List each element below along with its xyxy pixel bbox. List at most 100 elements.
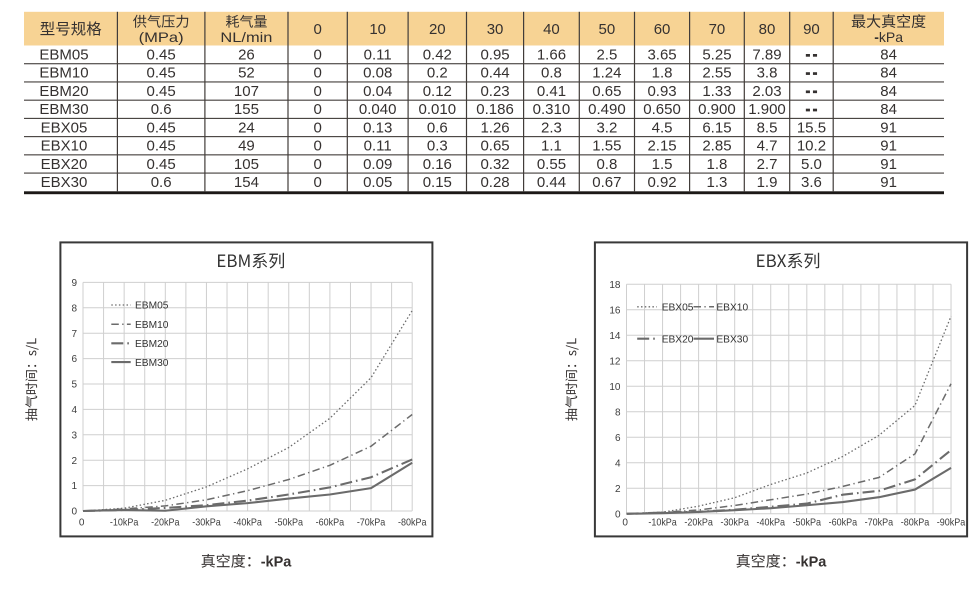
svg-text:0.08: 0.08	[363, 65, 392, 82]
svg-text:0.13: 0.13	[363, 119, 392, 136]
svg-text:0.45: 0.45	[147, 156, 176, 173]
svg-text:1.66: 1.66	[537, 47, 566, 64]
svg-text:6: 6	[615, 433, 621, 444]
svg-text:3.6: 3.6	[801, 174, 822, 191]
svg-text:1.26: 1.26	[480, 119, 509, 136]
svg-text:91: 91	[880, 156, 897, 173]
svg-text:30: 30	[487, 21, 504, 38]
svg-text:0.23: 0.23	[480, 83, 509, 100]
svg-text:0.92: 0.92	[647, 174, 676, 191]
svg-text:18: 18	[609, 280, 621, 291]
svg-text:0.32: 0.32	[480, 156, 509, 173]
svg-text:0.45: 0.45	[147, 119, 176, 136]
svg-text:EBX20: EBX20	[41, 156, 88, 173]
svg-text:107: 107	[234, 83, 259, 100]
svg-text:1.24: 1.24	[592, 65, 621, 82]
svg-text:3.65: 3.65	[647, 47, 676, 64]
svg-text:0.900: 0.900	[698, 101, 736, 118]
svg-text:8.5: 8.5	[757, 119, 778, 136]
svg-text:80: 80	[759, 21, 776, 38]
svg-text:2.15: 2.15	[647, 138, 676, 155]
svg-text:91: 91	[880, 119, 897, 136]
svg-text:1: 1	[71, 481, 77, 492]
svg-text:-80kPa: -80kPa	[901, 517, 930, 529]
svg-text:91: 91	[880, 174, 897, 191]
svg-text:0: 0	[313, 83, 321, 100]
svg-text:EBX30: EBX30	[716, 334, 748, 345]
svg-text:84: 84	[880, 83, 897, 100]
svg-text:0: 0	[313, 47, 321, 64]
svg-text:0.3: 0.3	[427, 138, 448, 155]
svg-text:0: 0	[622, 518, 628, 529]
svg-text:1.1: 1.1	[541, 138, 562, 155]
svg-text:0.15: 0.15	[423, 174, 452, 191]
svg-text:1.33: 1.33	[702, 83, 731, 100]
svg-text:52: 52	[238, 65, 255, 82]
svg-text:-80kPa: -80kPa	[398, 517, 427, 529]
svg-text:5: 5	[71, 380, 77, 391]
svg-text:EBM10: EBM10	[39, 65, 88, 82]
svg-text:-70kPa: -70kPa	[865, 517, 894, 529]
svg-text:154: 154	[234, 174, 259, 191]
svg-text:8: 8	[615, 407, 621, 418]
svg-text:84: 84	[880, 65, 897, 82]
svg-text:0: 0	[615, 509, 621, 520]
svg-text:1.55: 1.55	[592, 138, 621, 155]
svg-text:2.3: 2.3	[541, 119, 562, 136]
svg-text:NL/min: NL/min	[220, 29, 272, 45]
svg-text:0.12: 0.12	[423, 83, 452, 100]
svg-text:0.490: 0.490	[588, 101, 626, 118]
svg-text:-10kPa: -10kPa	[110, 517, 139, 529]
svg-text:2.5: 2.5	[596, 47, 617, 64]
svg-text:EBM20: EBM20	[135, 339, 169, 350]
svg-text:1.900: 1.900	[748, 101, 786, 118]
svg-text:26: 26	[238, 47, 255, 64]
svg-text:-30kPa: -30kPa	[720, 517, 749, 529]
svg-text:90: 90	[803, 21, 820, 38]
svg-text:49: 49	[238, 138, 255, 155]
svg-text:-60kPa: -60kPa	[829, 517, 858, 529]
svg-text:91: 91	[880, 138, 897, 155]
svg-text:0.6: 0.6	[427, 119, 448, 136]
svg-text:2: 2	[615, 484, 621, 495]
svg-text:10: 10	[609, 382, 621, 393]
svg-text:0.11: 0.11	[364, 47, 392, 64]
svg-text:14: 14	[609, 331, 621, 342]
svg-text:-30kPa: -30kPa	[192, 517, 221, 529]
svg-text:EBM30: EBM30	[39, 101, 88, 118]
svg-text:0.95: 0.95	[480, 47, 509, 64]
svg-text:0.41: 0.41	[537, 83, 566, 100]
svg-text:0: 0	[313, 21, 321, 38]
svg-text:0.2: 0.2	[427, 65, 448, 82]
svg-text:7.89: 7.89	[752, 47, 781, 64]
svg-text:0.93: 0.93	[647, 83, 676, 100]
svg-text:0.28: 0.28	[480, 174, 509, 191]
svg-text:0: 0	[313, 65, 321, 82]
svg-text:12: 12	[609, 356, 621, 367]
svg-text:0.05: 0.05	[363, 174, 392, 191]
svg-text:1.3: 1.3	[707, 174, 728, 191]
svg-text:EBX30: EBX30	[41, 174, 88, 191]
svg-text:6: 6	[71, 354, 77, 365]
svg-text:2.55: 2.55	[702, 65, 731, 82]
svg-text:1.8: 1.8	[652, 65, 673, 82]
svg-text:84: 84	[880, 101, 897, 118]
svg-text:0: 0	[313, 101, 321, 118]
svg-text:-kPa: -kPa	[796, 555, 828, 571]
svg-text:EBX05: EBX05	[41, 119, 88, 136]
svg-text:0.09: 0.09	[363, 156, 392, 173]
svg-text:0.45: 0.45	[147, 138, 176, 155]
svg-text:4: 4	[71, 405, 77, 416]
svg-text:9: 9	[71, 278, 77, 289]
svg-text:0.42: 0.42	[423, 47, 452, 64]
svg-text:0.6: 0.6	[151, 101, 172, 118]
svg-text:0.65: 0.65	[480, 138, 509, 155]
svg-text:EBM20: EBM20	[39, 83, 88, 100]
svg-text:0.11: 0.11	[364, 138, 392, 155]
svg-text:0: 0	[313, 119, 321, 136]
svg-text:50: 50	[599, 21, 616, 38]
svg-text:15.5: 15.5	[797, 119, 826, 136]
svg-text:0.44: 0.44	[537, 174, 566, 191]
svg-text:-20kPa: -20kPa	[684, 517, 713, 529]
svg-text:8: 8	[71, 303, 77, 314]
